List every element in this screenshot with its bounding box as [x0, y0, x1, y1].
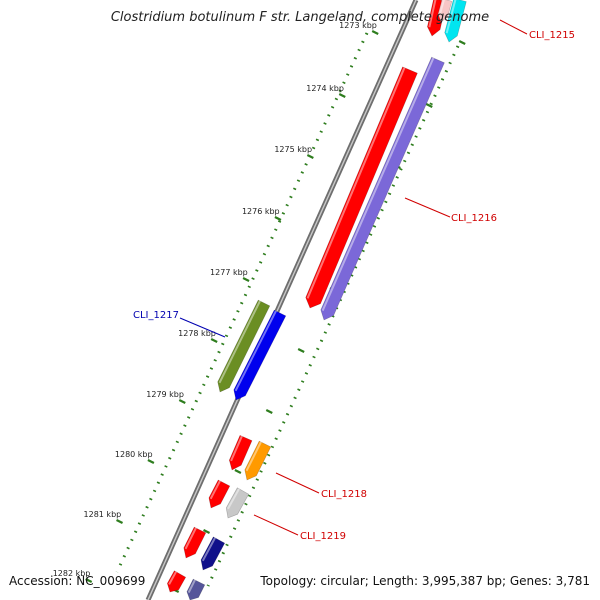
- kbp-tick-labels: 1273 kbp 1274 kbp 1275 kbp 1276 kbp 1277 kbp…: [53, 21, 377, 578]
- tick-label: 1276 kbp: [242, 207, 280, 216]
- gene-feature-highlight: [230, 435, 243, 462]
- inner-tick-mark: [297, 348, 305, 353]
- gene-feature-highlight: [306, 67, 406, 299]
- gene-feature-f-red-c: [183, 526, 207, 559]
- tick-label: 1281 kbp: [84, 510, 122, 519]
- outer-tick-mark: [210, 338, 218, 343]
- leader-cli-1215: [499, 19, 528, 35]
- accession-text: Accession: NC_009699: [9, 574, 146, 588]
- gene-label-cli-1217: CLI_1217: [133, 310, 179, 321]
- gene-label-cli-1218: CLI_1218: [321, 489, 367, 500]
- gene-feature-highlight: [209, 480, 221, 500]
- outer-tick-ring: [115, 32, 369, 573]
- map-title: Clostridium botulinum F str. Langeland, …: [110, 10, 490, 25]
- outer-tick-mark: [147, 459, 155, 464]
- gene-feature-f-top-cyan: [444, 0, 467, 43]
- tick-label: 1275 kbp: [274, 145, 312, 154]
- gene-feature-f-cli1217-green: [217, 299, 271, 393]
- gene-feature-highlight: [184, 527, 197, 550]
- gene-feature-f-top-pink: [437, 0, 453, 23]
- outer-tick-mark: [178, 399, 186, 404]
- tick-label: 1282 kbp: [53, 569, 91, 578]
- tick-label: 1274 kbp: [306, 84, 344, 93]
- gene-feature-highlight: [445, 0, 457, 34]
- topology-text: Topology: circular; Length: 3,995,387 bp…: [260, 574, 590, 588]
- gene-features: [166, 0, 467, 600]
- gene-feature-highlight: [227, 488, 240, 510]
- gene-feature-f-cli1217-blue: [233, 309, 287, 401]
- gene-feature-f-cli1219-gray: [225, 487, 250, 519]
- outer-tick-mark: [242, 277, 250, 282]
- tick-label: 1273 kbp: [339, 21, 377, 30]
- inner-tick-mark: [234, 469, 242, 474]
- gene-feature-highlight: [187, 579, 196, 594]
- gene-label-cli-1215: CLI_1215: [529, 30, 575, 41]
- tick-label: 1279 kbp: [146, 390, 184, 399]
- gene-feature-highlight: [428, 0, 437, 28]
- gene-feature-f-cli1216-red: [305, 66, 418, 309]
- gene-feature-f-red-d: [166, 570, 187, 593]
- gene-feature-highlight: [168, 571, 177, 585]
- gene-feature-f-red-b: [208, 479, 231, 509]
- inner-tick-mark: [425, 103, 433, 108]
- gene-feature-f-cli1216-purple: [320, 56, 445, 321]
- outer-major-ticks: [85, 30, 379, 583]
- gene-feature-highlight: [218, 300, 261, 384]
- leader-cli-1218: [275, 472, 320, 494]
- leader-cli-1219: [253, 514, 299, 536]
- tick-label: 1278 kbp: [178, 329, 216, 338]
- outer-tick-mark: [306, 154, 314, 159]
- inner-tick-mark: [203, 529, 211, 534]
- genome-backbone-highlight: [147, 0, 417, 600]
- tick-label: 1280 kbp: [115, 450, 153, 459]
- gene-feature-highlight: [438, 0, 445, 15]
- gene-feature-highlight: [234, 310, 277, 392]
- outer-tick-mark: [371, 30, 379, 35]
- inner-major-ticks: [172, 40, 466, 593]
- leader-cli-1217: [179, 317, 226, 338]
- gene-feature-highlight: [321, 57, 435, 312]
- inner-tick-mark: [458, 40, 466, 45]
- gene-feature-highlight: [245, 441, 262, 472]
- gene-feature-f-slate-a: [186, 578, 206, 600]
- leader-cli-1216: [404, 197, 451, 218]
- gene-feature-highlight: [201, 537, 216, 562]
- outer-tick-mark: [116, 519, 124, 524]
- gene-feature-f-cli1218-orange: [244, 440, 272, 481]
- label-leaders: [179, 19, 528, 536]
- inner-tick-ring: [206, 45, 460, 587]
- gene-feature-f-red-a: [228, 435, 253, 471]
- gene-label-cli-1216: CLI_1216: [451, 213, 497, 224]
- inner-tick-mark: [265, 409, 273, 414]
- gene-feature-f-navy-a: [200, 536, 226, 571]
- outer-tick-mark: [274, 216, 282, 221]
- gene-label-cli-1219: CLI_1219: [300, 531, 346, 542]
- outer-tick-mark: [338, 93, 346, 98]
- tick-label: 1277 kbp: [210, 268, 248, 277]
- outer-tick-mark: [85, 578, 93, 583]
